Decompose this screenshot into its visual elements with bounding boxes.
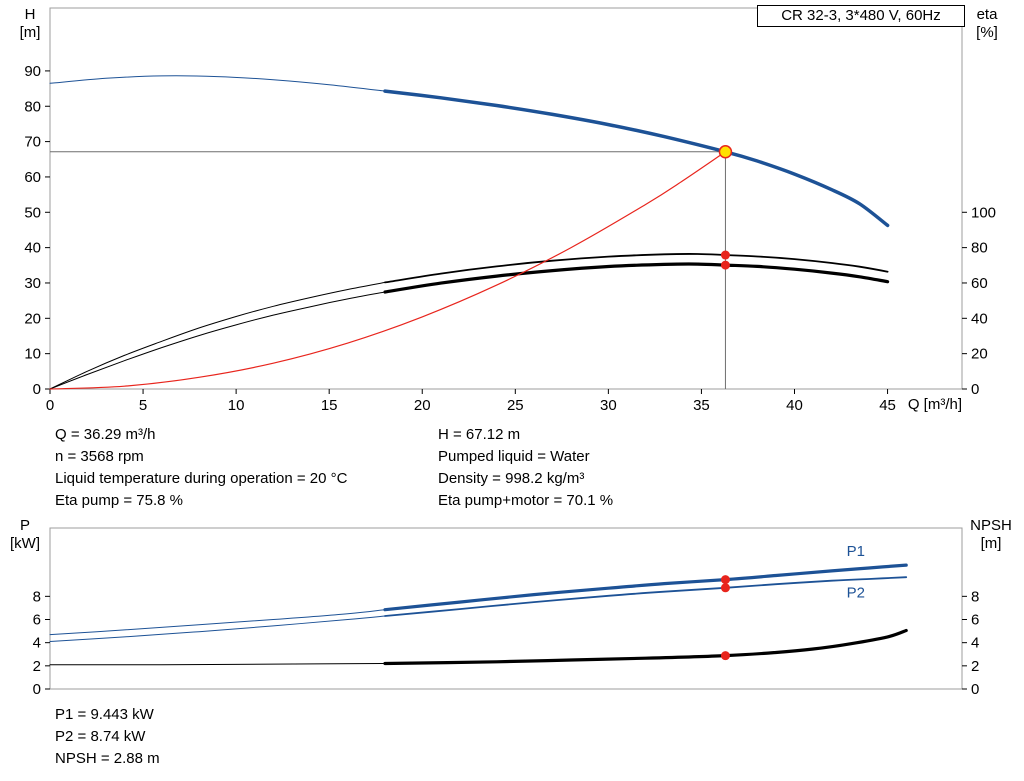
y-tick-label-left: 70 [24, 134, 41, 151]
x-tick-label: 45 [879, 397, 896, 414]
npsh-axis-label: NPSH [m] [962, 517, 1020, 553]
y-tick-label-left: 80 [24, 98, 41, 115]
y-tick-label-right: 0 [971, 681, 979, 698]
y-tick-label-left: 2 [33, 658, 41, 675]
curve-npsh [383, 628, 908, 666]
x-axis-label: Q [m³/h] [907, 396, 962, 413]
y-tick-label-left: 0 [33, 681, 41, 698]
x-tick-label: 30 [600, 397, 617, 414]
npsh-axis-unit: [m] [980, 535, 1002, 552]
power-axis-label: P [kW] [4, 517, 46, 553]
y-tick-label-left: 10 [24, 346, 41, 363]
y-tick-label-left: 40 [24, 240, 41, 257]
x-tick-label: 40 [786, 397, 803, 414]
y-tick-label-left: 4 [33, 635, 41, 652]
eta-pump-duty-dot [720, 250, 730, 260]
curve-p2 [384, 576, 908, 617]
info-p2: P2 = 8.74 kW [55, 728, 146, 745]
duty-info-left: Q = 36.29 m³/h n = 3568 rpm Liquid tempe… [55, 424, 347, 512]
curve-eta-pump-motor [383, 262, 890, 294]
head-axis-unit: [m] [19, 24, 41, 41]
curve-pump-head-extended [49, 75, 386, 92]
eta-axis-label: eta [%] [964, 6, 1010, 42]
power-axis-unit: [kW] [10, 535, 40, 552]
curve-eta-pump-motor-extended [49, 291, 386, 390]
duty-point-marker [718, 145, 733, 159]
y-tick-label-right: 60 [971, 275, 988, 292]
curve-label-p1: P1 [847, 543, 865, 560]
curve-system-curve [49, 151, 726, 390]
x-tick-label: 5 [139, 397, 147, 414]
info-p1: P1 = 9.443 kW [55, 706, 154, 723]
y-tick-label-right: 20 [971, 346, 988, 363]
info-head: H = 67.12 m [438, 426, 521, 443]
x-tick-label: 25 [507, 397, 524, 414]
info-npsh: NPSH = 2.88 m [55, 750, 160, 767]
y-tick-label-right: 0 [971, 381, 979, 398]
info-flow: Q = 36.29 m³/h [55, 426, 156, 443]
y-tick-label-left: 90 [24, 63, 41, 80]
p2-duty-dot [720, 583, 730, 593]
eta-axis-unit: [%] [976, 24, 998, 41]
y-tick-label-right: 80 [971, 240, 988, 257]
npsh-axis-symbol: NPSH [970, 517, 1012, 534]
y-tick-label-left: 8 [33, 588, 41, 605]
y-tick-label-right: 100 [971, 204, 996, 221]
info-pumped-liquid: Pumped liquid = Water [438, 448, 590, 465]
curve-p2-extended [49, 615, 386, 642]
curve-p1-extended [49, 609, 386, 636]
y-tick-label-right: 2 [971, 658, 979, 675]
head-axis-symbol: H [24, 6, 36, 23]
y-tick-label-left: 0 [33, 381, 41, 398]
y-tick-label-right: 6 [971, 612, 979, 629]
curve-eta-pump [384, 253, 889, 284]
x-tick-label: 0 [46, 397, 54, 414]
npsh-duty-dot [720, 651, 730, 661]
x-tick-label: 15 [321, 397, 338, 414]
y-tick-label-left: 20 [24, 310, 41, 327]
info-liquid-temperature: Liquid temperature during operation = 20… [55, 470, 348, 487]
power-info: P1 = 9.443 kW P2 = 8.74 kW NPSH = 2.88 m [55, 704, 160, 770]
y-tick-label-left: 50 [24, 204, 41, 221]
info-speed: n = 3568 rpm [55, 448, 144, 465]
curve-p1 [383, 563, 908, 612]
eta-axis-symbol: eta [976, 6, 998, 23]
y-tick-label-left: 30 [24, 275, 41, 292]
x-tick-label: 20 [414, 397, 431, 414]
y-tick-label-right: 4 [971, 635, 979, 652]
pump-title-box: CR 32-3, 3*480 V, 60Hz [757, 5, 965, 27]
power-axis-symbol: P [19, 517, 30, 534]
p1-duty-dot [720, 575, 730, 585]
eta-pump-motor-duty-dot [720, 260, 730, 270]
y-tick-label-left: 60 [24, 169, 41, 186]
duty-info-right: H = 67.12 m Pumped liquid = Water Densit… [438, 424, 613, 512]
plot-frame [49, 527, 963, 690]
curve-pump-head [383, 89, 890, 228]
curve-npsh-extended [49, 663, 386, 666]
x-tick-label: 35 [693, 397, 710, 414]
plot-frame [49, 7, 963, 390]
info-density: Density = 998.2 kg/m³ [438, 470, 585, 487]
curve-eta-pump-extended [49, 281, 386, 390]
y-tick-label-right: 8 [971, 588, 979, 605]
info-eta-pump: Eta pump = 75.8 % [55, 492, 183, 509]
curve-label-p2: P2 [847, 584, 865, 601]
info-eta-pump-motor: Eta pump+motor = 70.1 % [438, 492, 614, 509]
head-axis-label: H [m] [12, 6, 48, 42]
y-tick-label-right: 40 [971, 310, 988, 327]
x-tick-label: 10 [228, 397, 245, 414]
y-tick-label-left: 6 [33, 612, 41, 629]
